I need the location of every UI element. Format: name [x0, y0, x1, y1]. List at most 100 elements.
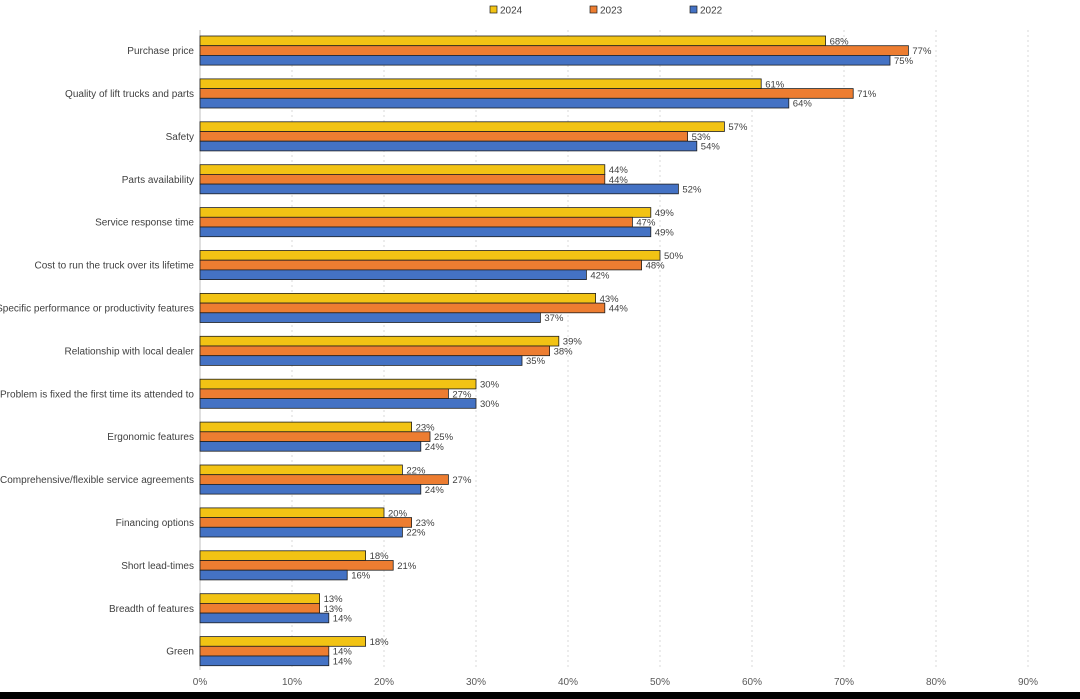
data-label-2023: 44% — [609, 175, 629, 186]
data-label-2023: 48% — [646, 261, 666, 272]
data-labels: 68%77%75%61%71%64%57%53%54%44%44%52%49%4… — [324, 36, 932, 667]
data-label-2024: 44% — [609, 165, 629, 176]
bar-2024 — [199, 507, 385, 518]
bar-2024 — [199, 593, 320, 604]
data-label-2022: 64% — [793, 99, 813, 110]
bar-2022 — [199, 226, 652, 238]
data-label-2023: 53% — [692, 132, 712, 143]
bar-2024 — [199, 378, 477, 390]
category-label: Problem is fixed the first time its atte… — [0, 389, 194, 400]
data-label-2023: 21% — [397, 561, 417, 572]
data-label-2023: 27% — [452, 389, 472, 400]
data-label-2022: 22% — [406, 528, 426, 539]
bar-2023 — [199, 302, 606, 314]
data-label-2023: 25% — [434, 432, 454, 443]
category-label: Safety — [166, 132, 194, 143]
bar-2022 — [199, 483, 422, 495]
bar-2022 — [199, 655, 330, 667]
data-label-2022: 42% — [590, 270, 610, 281]
bar-2023 — [199, 517, 413, 528]
data-label-2023: 38% — [554, 346, 574, 357]
legend-label-2023: 2023 — [600, 6, 623, 17]
data-label-2023: 77% — [912, 46, 932, 57]
x-tick-label: 50% — [650, 677, 670, 688]
bar-2022 — [199, 569, 348, 581]
bar-2024 — [199, 250, 661, 261]
bar-2023 — [199, 88, 854, 99]
bar-2023 — [199, 173, 606, 185]
data-label-2022: 14% — [333, 613, 353, 624]
bars — [199, 35, 909, 667]
data-label-2024: 22% — [406, 465, 426, 476]
data-label-2024: 20% — [388, 508, 408, 519]
category-label: Green — [166, 647, 194, 658]
legend-swatch-2023 — [589, 5, 598, 14]
bar-2024 — [199, 207, 652, 218]
data-label-2023: 47% — [636, 218, 656, 229]
data-label-2022: 54% — [701, 142, 721, 153]
bar-2023 — [199, 259, 643, 271]
data-label-2024: 18% — [370, 551, 390, 562]
category-label: Financing options — [116, 518, 194, 529]
bar-2022 — [199, 612, 330, 624]
bar-2024 — [199, 335, 560, 347]
category-label: Short lead-times — [121, 561, 194, 572]
data-label-2023: 14% — [333, 647, 353, 658]
category-label: Service response time — [95, 218, 194, 229]
bar-2023 — [199, 560, 394, 571]
x-tick-label: 60% — [742, 677, 762, 688]
data-label-2022: 14% — [333, 656, 353, 667]
bar-2024 — [199, 421, 413, 433]
bar-2024 — [199, 35, 826, 47]
data-label-2024: 49% — [655, 208, 675, 219]
bar-2022 — [199, 97, 790, 109]
legend-swatch-2024 — [489, 5, 498, 14]
bar-2024 — [199, 636, 367, 647]
bar-2024 — [199, 464, 403, 476]
bar-2022 — [199, 355, 523, 366]
bar-2022 — [199, 55, 891, 66]
legend-label-2024: 2024 — [500, 6, 523, 17]
x-tick-label: 20% — [374, 677, 394, 688]
data-label-2024: 43% — [600, 294, 620, 305]
bar-2022 — [199, 183, 679, 195]
bar-2024 — [199, 78, 762, 90]
data-label-2023: 13% — [324, 604, 344, 615]
category-label: Quality of lift trucks and parts — [65, 89, 194, 100]
data-label-2024: 61% — [765, 79, 785, 90]
data-label-2022: 49% — [655, 227, 675, 238]
legend-swatch-2022 — [689, 5, 698, 14]
bar-2023 — [199, 388, 449, 399]
bar-2023 — [199, 131, 689, 142]
bar-2022 — [199, 526, 403, 538]
bar-2024 — [199, 121, 725, 132]
data-label-2023: 27% — [452, 475, 472, 486]
legend-label-2022: 2022 — [700, 6, 723, 17]
category-label: Purchase price — [127, 46, 194, 57]
data-label-2022: 52% — [682, 184, 702, 195]
x-axis-ticks: 0% 10% 20% 30% 40% 50% 60% 70% 80% 90% — [193, 677, 1038, 688]
category-label: Breadth of features — [109, 604, 194, 615]
data-label-2022: 24% — [425, 442, 445, 453]
data-label-2022: 30% — [480, 399, 500, 410]
category-labels: Purchase price Quality of lift trucks and… — [0, 46, 195, 658]
data-label-2022: 35% — [526, 356, 546, 367]
bar-2024 — [199, 164, 606, 175]
bar-2022 — [199, 398, 477, 409]
category-label: Relationship with local dealer — [64, 346, 194, 357]
bar-2022 — [199, 140, 698, 152]
bar-2023 — [199, 431, 431, 442]
data-label-2024: 68% — [830, 36, 850, 47]
x-tick-label: 30% — [466, 677, 486, 688]
data-label-2024: 30% — [480, 380, 500, 391]
category-label: Cost to run the truck over its lifetime — [34, 261, 194, 272]
category-label: Specific performance or productivity fea… — [0, 303, 194, 314]
bar-2023 — [199, 345, 551, 357]
data-label-2022: 16% — [351, 571, 371, 582]
data-label-2024: 50% — [664, 251, 684, 262]
bar-2022 — [199, 441, 422, 452]
bar-2023 — [199, 645, 330, 657]
data-label-2023: 23% — [416, 518, 436, 529]
x-tick-label: 90% — [1018, 677, 1038, 688]
